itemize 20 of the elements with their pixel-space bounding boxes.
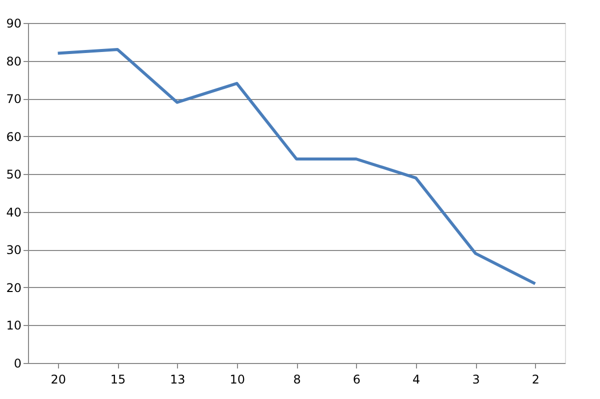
x-tick-label: 3 [472, 372, 480, 386]
x-tick-label: 2 [532, 372, 540, 386]
y-tick-label: 10 [6, 318, 22, 333]
y-tick-label: 60 [6, 130, 22, 144]
y-tick-label: 0 [14, 356, 22, 370]
x-tick-label: 20 [50, 372, 66, 386]
y-tick-label: 30 [6, 243, 22, 258]
x-tick-label: 6 [352, 372, 360, 386]
y-tick-label: 40 [6, 205, 22, 220]
y-tick-label: 70 [6, 92, 22, 106]
y-tick-label: 90 [6, 16, 22, 30]
y-tick-label: 20 [6, 280, 22, 295]
x-tick-label: 10 [230, 372, 245, 386]
x-tick-label: 8 [293, 372, 301, 386]
line-series [56, 48, 537, 286]
x-tick-label: 4 [412, 372, 420, 386]
x-tick-label: 15 [110, 372, 126, 386]
y-tick-label: 80 [6, 54, 22, 68]
x-tick-label: 13 [170, 372, 186, 386]
y-tick-label: 50 [6, 168, 22, 182]
